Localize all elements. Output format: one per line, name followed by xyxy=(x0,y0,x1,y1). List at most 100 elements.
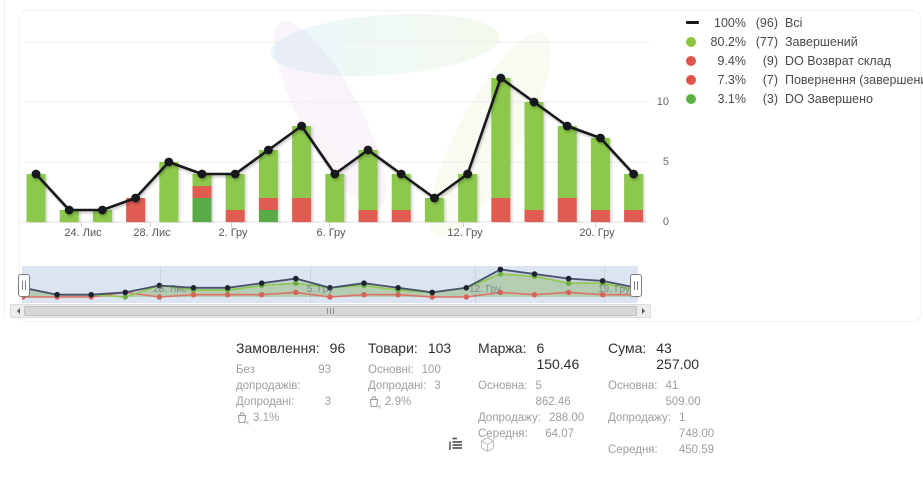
legend-item-do-return[interactable]: 9.4% (9) DO Возврат склад xyxy=(686,51,923,70)
bar-segment[interactable] xyxy=(557,126,577,198)
bar-segment[interactable] xyxy=(258,198,278,210)
stat-row-label: Основні: xyxy=(368,364,414,376)
legend-item-do-completed[interactable]: 3.1% (3) DO Завершено xyxy=(686,89,923,108)
legend-label: Завершений xyxy=(785,34,858,49)
legend-item-completed[interactable]: 80.2% (77) Завершений xyxy=(686,32,923,51)
x-axis-label: 2. Гру xyxy=(218,227,248,239)
stat-title: Товари: xyxy=(368,340,418,356)
axis-tick xyxy=(81,222,82,227)
bar-segment[interactable] xyxy=(192,186,212,198)
bar-segment[interactable] xyxy=(292,126,312,198)
main-chart[interactable] xyxy=(22,10,649,223)
stat-row-label: Допродані: xyxy=(236,396,295,408)
bar-segment[interactable] xyxy=(624,174,644,210)
line-point[interactable] xyxy=(297,121,306,131)
navigator-gridline xyxy=(160,266,161,303)
stat-row-value: 3 xyxy=(434,380,441,392)
bar-segment[interactable] xyxy=(391,210,411,222)
bar-segment[interactable] xyxy=(159,162,179,222)
package-view-button[interactable] xyxy=(478,435,496,453)
bar-segment[interactable] xyxy=(524,102,544,210)
bar-segment[interactable] xyxy=(624,210,644,222)
bar-segment[interactable] xyxy=(59,210,79,222)
bar-segment[interactable] xyxy=(126,198,146,222)
line-point[interactable] xyxy=(98,205,107,215)
legend-item-all[interactable]: 100% (96) Всі xyxy=(686,13,923,32)
bar-segment[interactable] xyxy=(26,174,46,222)
legend-label: Повернення (завершений) xyxy=(785,72,923,87)
list-icon xyxy=(449,437,462,450)
line-point[interactable] xyxy=(64,205,74,215)
scroll-right-button[interactable] xyxy=(637,305,650,317)
navigator-gridline xyxy=(475,266,476,303)
line-point[interactable] xyxy=(131,193,140,203)
stat-row-value: 5 862.46 xyxy=(535,380,571,408)
bar-segment[interactable] xyxy=(192,198,212,222)
line-point[interactable] xyxy=(396,169,406,179)
navigator-date-label: 12. Гру xyxy=(469,284,501,295)
y-axis-label: 5 xyxy=(662,156,669,168)
line-point[interactable] xyxy=(596,133,605,143)
line-point[interactable] xyxy=(363,145,373,155)
bar-segment[interactable] xyxy=(292,198,312,222)
bar-segment[interactable] xyxy=(491,78,511,198)
bar-segment[interactable] xyxy=(325,174,345,222)
bar-segment[interactable] xyxy=(358,150,378,210)
line-point[interactable] xyxy=(330,169,340,179)
line-point[interactable] xyxy=(264,145,273,155)
navigator-date-label: 19. Гру xyxy=(598,284,630,295)
bar-segment[interactable] xyxy=(258,210,278,222)
stat-row-label: Допродажу: xyxy=(478,412,541,424)
line-point[interactable] xyxy=(529,97,539,107)
line-point[interactable] xyxy=(629,169,638,179)
line-point[interactable] xyxy=(230,169,240,179)
bar-segment[interactable] xyxy=(590,138,610,210)
summary-view-button[interactable] xyxy=(447,435,465,453)
stat-row-value: 93 xyxy=(318,364,331,376)
bar-segment[interactable] xyxy=(458,174,478,222)
legend-label: Всі xyxy=(785,15,803,30)
bar-segment[interactable] xyxy=(192,174,212,186)
stat-row-value: 3 xyxy=(324,396,331,408)
stat-row-label: Допродажу: xyxy=(608,412,671,424)
stat-col-orders: Замовлення: 96 Без допродажів: 93 Допродан… xyxy=(236,340,345,426)
bar-segment[interactable] xyxy=(225,174,245,210)
navigator-date-label: 5. Гру xyxy=(306,284,334,295)
stat-value: 96 xyxy=(329,340,346,356)
horizontal-scrollbar xyxy=(10,304,651,318)
bar-segment[interactable] xyxy=(590,210,610,222)
axis-tick xyxy=(595,222,596,227)
navigator-right-handle[interactable] xyxy=(630,274,642,297)
stat-row-value: 450.59 xyxy=(678,444,714,456)
bar-segment[interactable] xyxy=(524,210,544,222)
bar-segment[interactable] xyxy=(424,198,444,222)
stat-title: Маржа: xyxy=(478,340,527,356)
axis-tick xyxy=(231,222,232,227)
legend-count: (3) xyxy=(762,91,778,106)
line-point[interactable] xyxy=(463,169,472,179)
scroll-thumb[interactable] xyxy=(24,306,637,316)
line-point[interactable] xyxy=(197,169,207,179)
legend-label: DO Возврат склад xyxy=(785,53,891,68)
bar-segment[interactable] xyxy=(358,210,378,222)
bar-segment[interactable] xyxy=(92,210,112,222)
stat-row-value: 1 748.00 xyxy=(678,412,715,440)
navigator-left-handle[interactable] xyxy=(18,274,30,297)
bar-segment[interactable] xyxy=(225,210,245,222)
svg-text:x: x xyxy=(378,405,381,410)
line-point[interactable] xyxy=(496,73,506,83)
bar-segment[interactable] xyxy=(258,150,278,198)
bar-segment[interactable] xyxy=(491,198,511,222)
scroll-left-button[interactable] xyxy=(11,305,24,317)
legend-item-return-completed[interactable]: 7.3% (7) Повернення (завершений) xyxy=(686,70,923,89)
line-point[interactable] xyxy=(31,169,41,179)
bar-segment[interactable] xyxy=(557,198,577,222)
line-point[interactable] xyxy=(164,157,174,167)
y-axis-label: 10 xyxy=(656,96,669,108)
basket-rate: 3.1% xyxy=(253,412,280,424)
stat-value: 43 257.00 xyxy=(656,340,700,372)
range-navigator[interactable]: 28. Лис 5. Гру 12. Гру 19. Гру xyxy=(18,266,642,303)
line-point[interactable] xyxy=(430,193,439,203)
bar-segment[interactable] xyxy=(391,174,411,210)
line-point[interactable] xyxy=(562,121,572,131)
